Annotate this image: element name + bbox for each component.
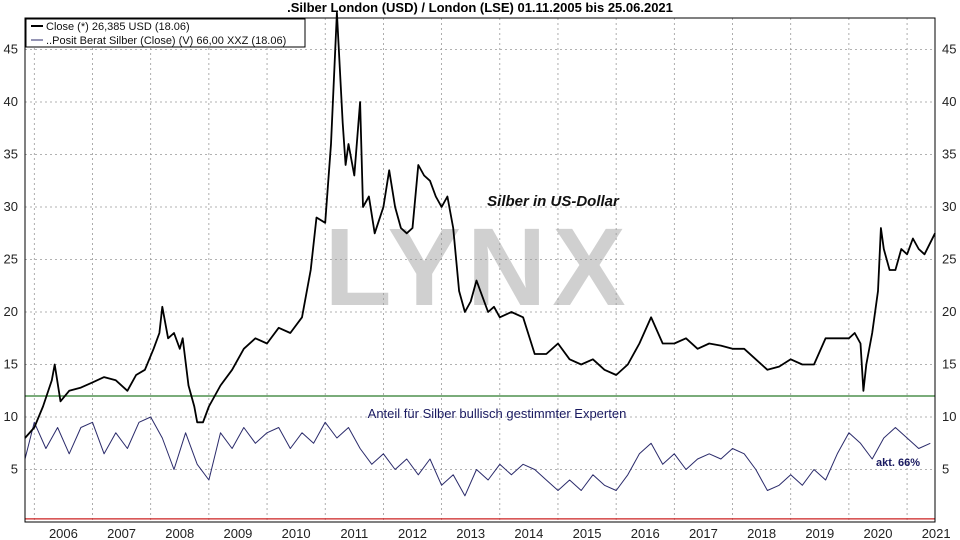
y-tick-label-right: 5 [942, 462, 949, 477]
y-tick-label-right: 30 [942, 199, 956, 214]
y-tick-label-right: 40 [942, 94, 956, 109]
x-tick-label: 2021 [922, 526, 951, 540]
annotation-current-value: akt. 66% [876, 457, 920, 469]
x-tick-label: 2006 [49, 526, 78, 540]
legend-box [25, 18, 306, 48]
chart-title: .Silber London (USD) / London (LSE) 01.1… [287, 0, 673, 15]
lynx-watermark: LYNX [324, 206, 631, 329]
x-tick-label: 2010 [282, 526, 311, 540]
x-tick-label: 2009 [223, 526, 252, 540]
y-tick-label-right: 10 [942, 409, 956, 424]
y-tick-label: 45 [4, 42, 18, 57]
series-layer [24, 11, 936, 497]
annotation-sentiment: Anteil für Silber bullisch gestimmter Ex… [368, 406, 627, 421]
x-tick-label: 2015 [573, 526, 602, 540]
y-tick-label-right: 15 [942, 357, 956, 372]
x-tick-label: 2019 [805, 526, 834, 540]
y-tick-label: 5 [11, 462, 18, 477]
x-tick-label: 2016 [631, 526, 660, 540]
y-tick-label: 25 [4, 252, 18, 267]
y-tick-labels-left: 5 10 15 20 25 30 35 40 45 [4, 42, 18, 477]
x-tick-label: 2007 [107, 526, 136, 540]
x-tick-label: 2017 [689, 526, 718, 540]
y-tick-label: 30 [4, 199, 18, 214]
legend: Close (*) 26,385 USD (18.06) ..Posit Ber… [25, 18, 306, 48]
x-tick-label: 2013 [456, 526, 485, 540]
x-tick-labels: 2006 2007 2008 2009 2010 2011 2012 2013 2014 2015… [49, 526, 951, 540]
y-tick-label: 10 [4, 409, 18, 424]
x-tick-label: 2014 [514, 526, 543, 540]
series-line-silver-close [24, 11, 936, 439]
annotation-silver-usd: Silber in US-Dollar [487, 193, 620, 210]
y-tick-label-right: 45 [942, 42, 956, 57]
y-tick-label-right: 35 [942, 147, 956, 162]
reference-lines [25, 395, 935, 520]
y-tick-label: 35 [4, 147, 18, 162]
grid-lines [25, 18, 935, 522]
legend-label-close: Close (*) 26,385 USD (18.06) [46, 21, 190, 33]
x-tick-label: 2020 [864, 526, 893, 540]
series-line-sentiment [24, 416, 931, 497]
y-tick-label: 40 [4, 94, 18, 109]
legend-label-sentiment: ..Posit Berat Silber (Close) (V) 66,00 X… [46, 35, 286, 47]
y-tick-label-right: 20 [942, 304, 956, 319]
y-tick-label: 15 [4, 357, 18, 372]
x-tick-label: 2012 [398, 526, 427, 540]
y-tick-label-right: 25 [942, 252, 956, 267]
y-tick-label: 20 [4, 304, 18, 319]
plot-frame [24, 17, 936, 523]
x-tick-label: 2011 [340, 526, 368, 540]
x-tick-label: 2008 [165, 526, 194, 540]
x-tick-label: 2018 [747, 526, 776, 540]
y-tick-labels-right: 5 10 15 20 25 30 35 40 45 [942, 42, 956, 477]
